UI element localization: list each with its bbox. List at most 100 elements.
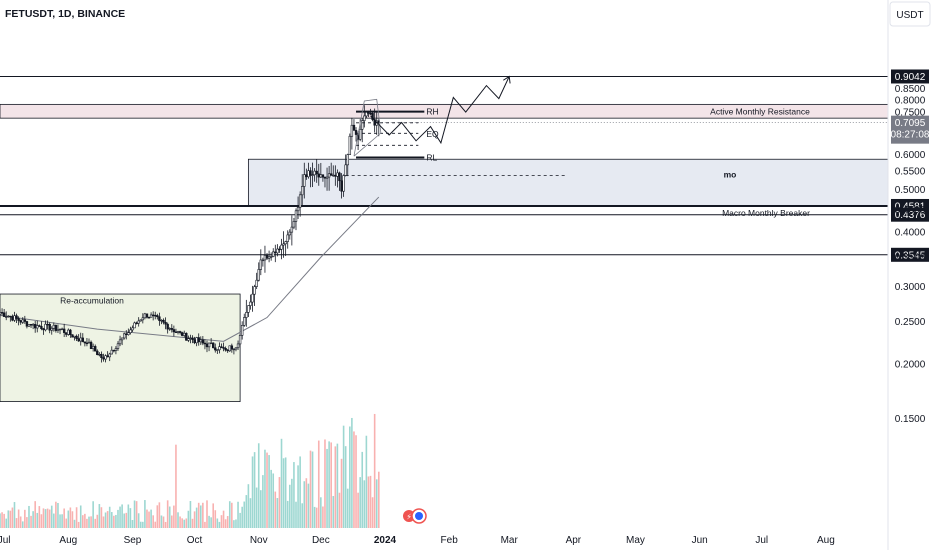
- volume-bar: [24, 509, 26, 528]
- volume-bar: [164, 521, 167, 528]
- candle-down: [197, 337, 200, 343]
- volume-bar: [38, 506, 41, 528]
- volume-bar: [212, 503, 215, 528]
- candle-up: [276, 248, 279, 254]
- currency-button[interactable]: [889, 1, 931, 27]
- volume-bar: [168, 506, 171, 528]
- key-level-value: 0.4581: [895, 201, 926, 212]
- key-level-badge: [891, 247, 929, 262]
- volume-bar: [214, 510, 217, 528]
- reaccumulation-zone: [0, 293, 241, 402]
- candle-down: [230, 345, 234, 350]
- candle-up: [307, 170, 310, 178]
- price-tick-label: 0.2500: [895, 317, 926, 328]
- candle-up: [313, 170, 316, 176]
- candle-down: [11, 316, 14, 321]
- range-triangle: [353, 98, 382, 157]
- volume-bar: [311, 451, 314, 528]
- volume-bar: [247, 484, 250, 528]
- candle-down: [48, 323, 51, 331]
- volume-bar: [228, 501, 231, 528]
- time-tick-label: Jul: [755, 535, 768, 546]
- candle-up: [245, 312, 248, 318]
- volume-bar: [61, 514, 63, 528]
- volume-bar: [338, 492, 341, 528]
- price-tick-label: 0.2000: [895, 359, 926, 370]
- candle-down: [329, 173, 333, 176]
- volume-bar: [251, 456, 254, 528]
- volume-bar: [135, 501, 138, 528]
- candle-down: [354, 130, 358, 135]
- volume-bar: [17, 509, 20, 528]
- volume-bar: [197, 502, 200, 528]
- time-tick-label: Nov: [250, 535, 268, 546]
- volume-bar: [336, 443, 339, 528]
- volume-bar: [110, 512, 113, 528]
- volume-bar: [19, 516, 22, 528]
- candle-down: [145, 313, 149, 318]
- volume-bar: [15, 518, 18, 528]
- volume-bar: [233, 520, 235, 528]
- candle-up: [263, 255, 267, 261]
- volume-bar: [286, 500, 289, 528]
- volume-bar: [191, 518, 194, 528]
- volume-bar: [303, 481, 306, 528]
- candle-down: [317, 173, 320, 178]
- volume-bar: [199, 505, 202, 528]
- candle-up: [87, 341, 91, 344]
- volume-bar: [377, 471, 380, 528]
- events-icon[interactable]: ⚡: [403, 508, 427, 524]
- volume-bar: [357, 492, 359, 528]
- candle-up: [160, 319, 163, 322]
- candle-down: [265, 255, 269, 259]
- volume-bar: [222, 510, 225, 528]
- candle-up: [50, 328, 53, 331]
- candle-down: [85, 342, 89, 345]
- candle-up: [325, 176, 329, 179]
- candle-up: [346, 154, 349, 166]
- volume-bar: [249, 498, 252, 528]
- volume-bar: [266, 452, 268, 528]
- candle-up: [344, 164, 347, 176]
- candle-up: [280, 244, 283, 250]
- volume-bar: [146, 509, 148, 528]
- volume-bar: [94, 518, 97, 528]
- volume-bar: [150, 509, 152, 528]
- volume-bar: [42, 508, 45, 528]
- candle-up: [67, 329, 70, 335]
- candle-down: [158, 316, 161, 321]
- volume-bar: [270, 469, 272, 528]
- candle-up: [332, 174, 335, 177]
- candle-up: [247, 305, 250, 313]
- candle-down: [112, 349, 116, 352]
- rh-label: RH: [426, 107, 438, 117]
- key-level-badge: [891, 207, 929, 222]
- volume-bar: [361, 451, 364, 528]
- price-tick-label: 0.3000: [895, 282, 926, 293]
- volume-bar: [262, 475, 264, 528]
- candle-up: [199, 339, 202, 343]
- candle-up: [267, 256, 271, 259]
- volume-bar: [63, 508, 65, 528]
- price-tick-label: 0.5500: [895, 167, 926, 178]
- candle-down: [65, 332, 68, 335]
- time-tick-label: Oct: [187, 535, 203, 546]
- candle-down: [274, 251, 277, 254]
- volume-bar: [204, 521, 206, 528]
- moving-average-line: [0, 196, 380, 342]
- volume-bar: [173, 505, 175, 528]
- macro-breaker-label: Macro Monthly Breaker: [722, 208, 810, 218]
- volume-bar: [332, 496, 335, 528]
- time-tick-label: Dec: [312, 535, 330, 546]
- volume-bar: [123, 513, 125, 528]
- candle-down: [9, 315, 12, 318]
- candle-up: [195, 337, 198, 344]
- countdown-timer: 08:27:08: [891, 130, 930, 141]
- volume-bar: [307, 483, 310, 528]
- volume-bar: [359, 477, 361, 528]
- volume-bar: [216, 518, 219, 528]
- time-tick-label: Jul: [0, 535, 11, 546]
- volume-bar: [183, 519, 186, 528]
- eq-label: EQ: [426, 129, 439, 139]
